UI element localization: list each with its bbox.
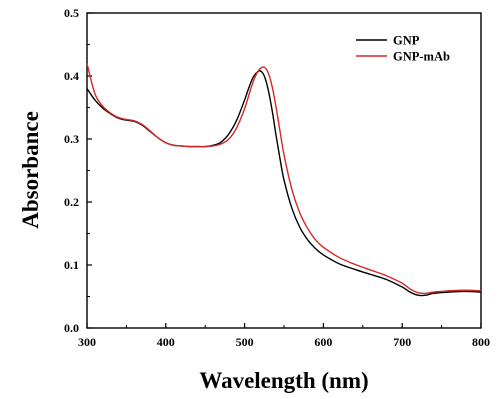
x-tick-label: 800	[472, 335, 490, 349]
legend-label: GNP-mAb	[393, 50, 450, 64]
series-lines	[86, 63, 482, 297]
y-tick-label: 0.3	[64, 132, 79, 146]
x-tick-label: 700	[393, 335, 411, 349]
x-tick-label: 600	[314, 335, 332, 349]
x-axis-label: Wavelength (nm)	[199, 368, 368, 393]
x-tick-label: 300	[78, 335, 96, 349]
y-tick-label: 0.4	[64, 69, 79, 83]
y-tick-label: 0.0	[64, 321, 79, 335]
x-tick-label: 500	[236, 335, 254, 349]
legend: GNP GNP-mAb	[356, 34, 450, 64]
y-tick-label: 0.2	[64, 195, 79, 209]
y-axis-ticks: 0.0 0.1 0.2 0.3 0.4 0.5	[64, 6, 92, 335]
series-line-gnp	[86, 70, 482, 297]
x-tick-label: 400	[157, 335, 175, 349]
series-line-gnp-mab	[86, 63, 482, 295]
legend-label: GNP	[393, 34, 420, 48]
x-axis-ticks: 300 400 500 600 700 800	[78, 323, 490, 349]
y-tick-label: 0.5	[64, 6, 79, 20]
y-tick-label: 0.1	[64, 258, 79, 272]
y-axis-label: Absorbance	[18, 111, 43, 229]
